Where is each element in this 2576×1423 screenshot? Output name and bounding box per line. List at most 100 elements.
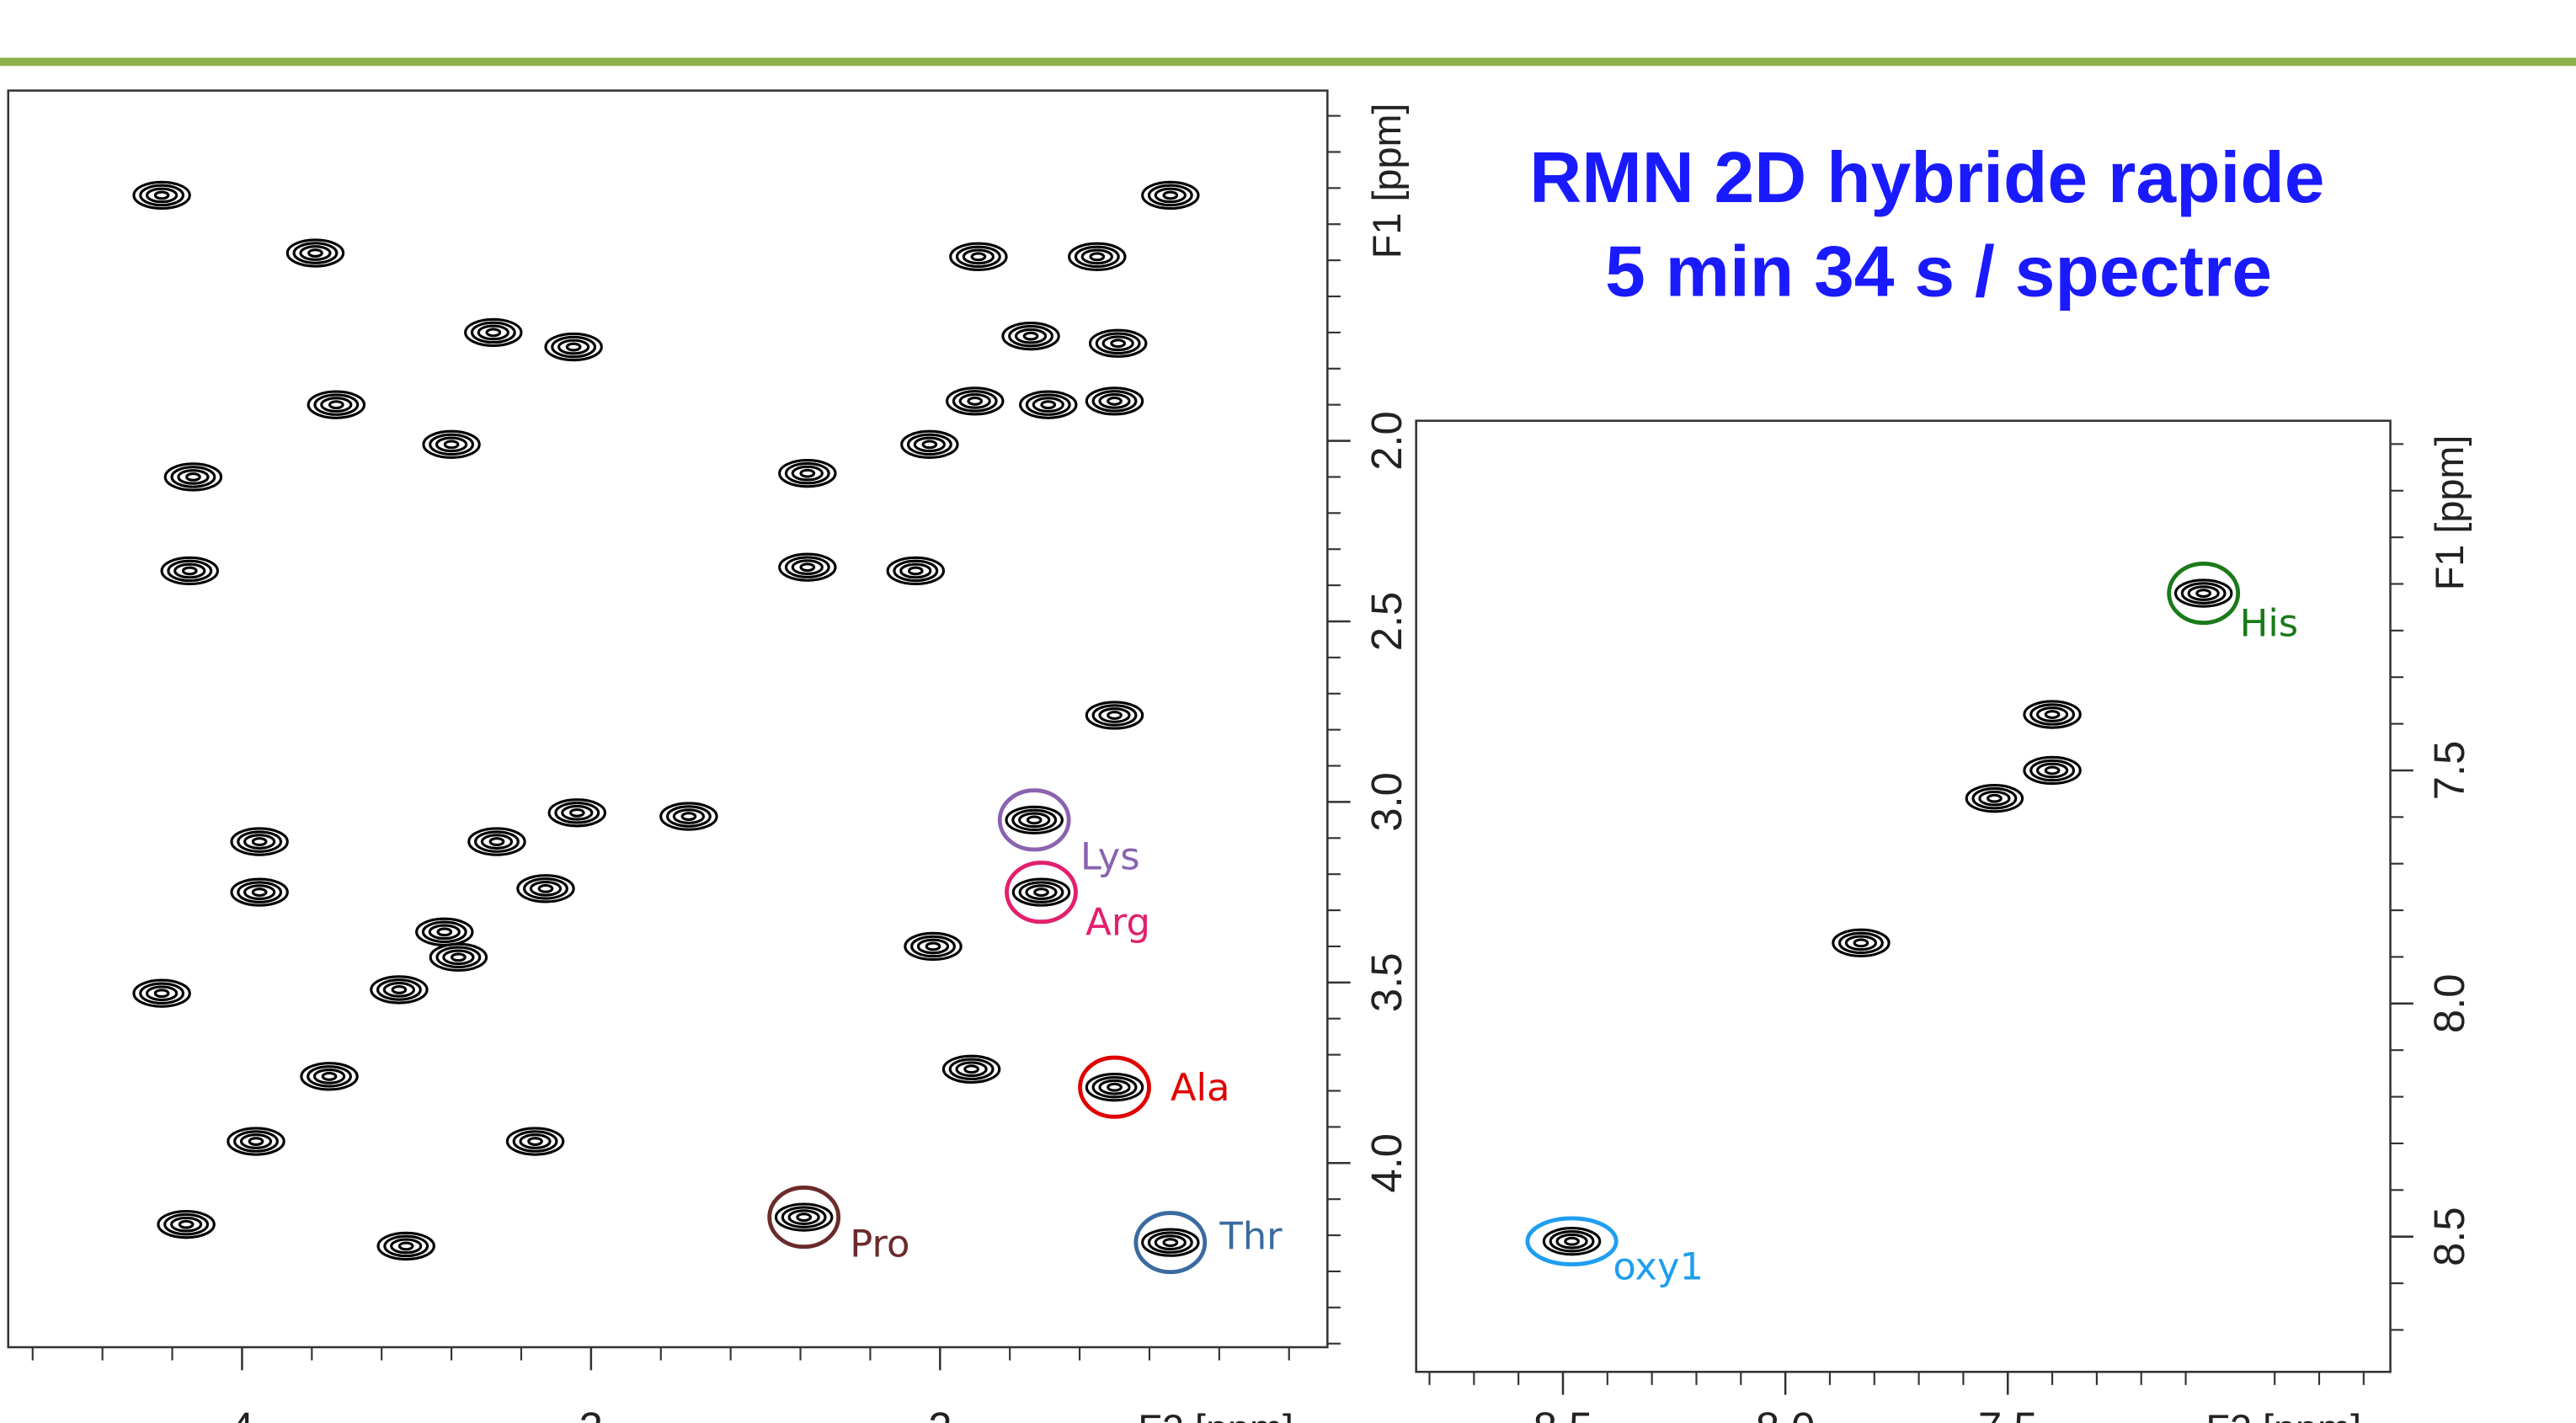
annotation-circle [1136,1213,1205,1272]
peak [424,431,479,457]
annotation-circle [1000,791,1069,850]
peak [308,392,364,418]
contour-line [155,192,168,199]
peak [232,879,287,905]
peak [1544,1228,1599,1255]
peak [776,1204,832,1230]
y-tick-label: 8.5 [2425,1207,2473,1266]
contour-line [901,564,931,578]
x-tick-label: 3 [579,1404,603,1423]
annotation-label: Ala [1171,1065,1230,1110]
contour-line [2197,590,2211,597]
peak [165,464,221,490]
annotation-circle [770,1187,839,1246]
y-axis-label: F1 [ppm] [2428,435,2472,591]
y-tick-label: 3.5 [1363,953,1411,1013]
contour-line [972,253,985,260]
peak [371,977,427,1003]
contour-line [1035,889,1048,896]
contour-line [399,1243,413,1250]
y-tick-label: 3.0 [1363,772,1411,832]
contour-line [529,1138,542,1145]
contour-line [241,1135,270,1149]
x-axis-label: F2 [ppm] [1138,1407,1293,1423]
y-axis-label: F1 [ppm] [1365,104,1409,259]
peak [134,980,189,1006]
peak [1966,786,2022,812]
contour-line [965,1066,979,1073]
contour-line [1108,1084,1122,1090]
y-tick-label: 4.0 [1363,1133,1411,1193]
contour-line [1164,1239,1177,1246]
y-tick-label: 2.0 [1363,411,1411,471]
peak [228,1128,284,1154]
peak [1143,182,1198,208]
y-tick-label: 2.5 [1363,592,1411,652]
peak [466,319,521,345]
peak [1090,330,1145,356]
contour-line [801,564,814,571]
annotation-circle [1528,1218,1616,1265]
annotation-label: Thr [1219,1214,1283,1259]
contour-line [323,1073,336,1079]
contour-line [960,395,989,408]
peak [232,829,287,855]
peak [417,919,472,945]
contour-line [1100,709,1129,722]
contour-line [2045,767,2059,774]
peak [951,243,1006,269]
peak [158,1212,214,1238]
contour-line [1988,795,2002,802]
contour-line [1033,398,1063,412]
x-tick-label: 8.0 [1756,1404,1816,1423]
contour-line [570,809,584,816]
contour-line [1024,333,1037,339]
contour-line [559,340,589,354]
contour-line [253,839,266,845]
annotation-label: Lys [1080,834,1140,879]
peak [287,240,343,266]
peak [1143,1229,1198,1255]
contour-line [314,1070,344,1084]
peak [1086,388,1142,414]
contour-line [674,810,703,823]
contour-line [797,1214,811,1221]
contour-line [249,1138,263,1145]
contour-line [923,441,936,448]
contour-line [563,806,592,819]
peak [507,1128,563,1154]
peak [780,554,835,580]
contour-line [253,889,266,896]
peak [1086,702,1142,728]
contour-line [452,954,466,961]
contour-line [1112,340,1125,347]
peak [430,944,486,970]
x-tick-label: 2 [928,1404,952,1423]
peak [134,182,189,208]
peak [947,388,1003,414]
peak [905,933,961,959]
contour-line [520,1135,550,1149]
peak [469,829,525,855]
peak [1086,1074,1142,1101]
contour-line [1557,1234,1587,1248]
peak [661,803,717,829]
contour-line [2045,712,2059,718]
title: RMN 2D hybride rapide [1529,137,2324,218]
peak [1006,807,1062,833]
subtitle: 5 min 34 s / spectre [1605,231,2272,312]
plot-frame [8,91,1328,1347]
annotation-label: oxy1 [1613,1244,1704,1288]
contour-line [445,441,458,448]
contour-line [792,561,822,574]
contour-line [187,474,200,481]
peak [162,557,217,584]
contour-line [1027,817,1041,823]
contour-line [155,990,168,997]
header-rule [0,58,2576,67]
contour-line [1020,813,1049,827]
contour-line [179,1221,193,1228]
x-axis-label: F2 [ppm] [2205,1407,2361,1423]
contour-line [1164,192,1177,199]
peak [943,1056,999,1082]
